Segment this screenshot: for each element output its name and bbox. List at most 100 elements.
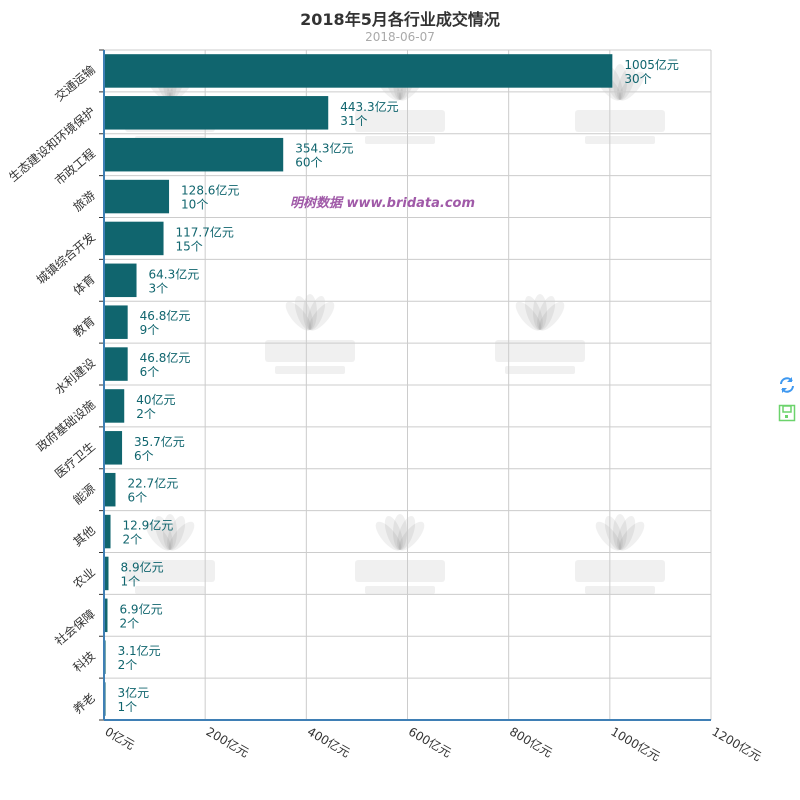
x-tick-label: 1000亿元	[608, 724, 663, 764]
watermark-bar	[355, 110, 445, 132]
watermark-leaf	[294, 296, 313, 331]
watermark-leaf	[524, 296, 543, 331]
bar	[104, 431, 123, 465]
bar	[104, 305, 128, 339]
chart-title: 2018年5月各行业成交情况	[300, 10, 500, 29]
watermark-logo	[125, 514, 215, 594]
x-tick-label: 600亿元	[406, 724, 454, 760]
chart-subtitle: 2018-06-07	[365, 30, 435, 44]
watermark-overlay: 明树数据 www.bridata.com	[290, 196, 476, 211]
bar	[104, 514, 111, 549]
bar-value-label: 40亿元	[136, 392, 175, 407]
x-tick-label: 200亿元	[204, 724, 252, 760]
bar	[104, 347, 128, 381]
bar	[104, 137, 284, 172]
x-tick-label: 800亿元	[507, 724, 555, 760]
watermark-leaf	[163, 514, 177, 550]
watermark-leaf	[613, 64, 627, 100]
bar-count-label: 10个	[181, 198, 208, 212]
watermark-leaf	[154, 516, 173, 551]
watermark-leaf	[618, 71, 645, 101]
watermark-leaf	[398, 521, 425, 551]
y-category-label: 教育	[70, 313, 98, 340]
y-category-label: 养老	[70, 690, 98, 717]
watermark-sub-bar	[585, 586, 655, 594]
y-category-label: 市政工程	[52, 145, 98, 187]
watermark-leaf	[393, 514, 407, 550]
watermark-sub-bar	[585, 136, 655, 144]
bar-value-label: 443.3亿元	[340, 99, 398, 114]
y-category-label: 水利建设	[52, 356, 98, 398]
watermark-logo	[355, 514, 445, 594]
watermark-leaf	[375, 521, 402, 551]
bar-count-label: 2个	[123, 533, 143, 547]
bar-count-label: 9个	[140, 323, 160, 337]
watermark-leaf	[307, 296, 326, 331]
y-category-label: 医疗卫生	[52, 439, 98, 481]
watermark-leaf	[613, 514, 627, 550]
watermark-bar	[265, 340, 355, 362]
bar-value-label: 12.9亿元	[123, 518, 174, 533]
bar	[104, 472, 116, 507]
bar-count-label: 2个	[136, 407, 156, 421]
bar-count-label: 1个	[121, 574, 141, 588]
y-category-label: 科技	[71, 649, 98, 675]
bar	[104, 389, 125, 423]
y-category-label: 体育	[70, 271, 98, 298]
bar	[104, 96, 329, 130]
bar-value-label: 46.8亿元	[140, 350, 191, 365]
bar	[104, 54, 613, 88]
watermark-leaf	[533, 294, 547, 330]
watermark-leaf	[384, 516, 403, 551]
watermark-leaf	[285, 301, 312, 331]
bar-count-label: 60个	[295, 156, 322, 170]
bar-value-label: 22.7亿元	[127, 476, 178, 491]
bar-value-label: 64.3亿元	[149, 266, 200, 281]
bar	[104, 263, 137, 298]
x-tick-label: 1200亿元	[710, 724, 765, 764]
watermark-leaf	[515, 301, 542, 331]
bar-value-label: 1005亿元	[624, 57, 679, 72]
bar-count-label: 15个	[176, 239, 203, 253]
watermark-leaf	[618, 521, 645, 551]
watermark-leaf	[537, 296, 556, 331]
bar	[104, 221, 164, 256]
bar-count-label: 3个	[149, 281, 169, 295]
watermark-logo	[575, 514, 665, 594]
watermark-bar	[575, 110, 665, 132]
watermark-bar	[355, 560, 445, 582]
bar-value-label: 6.9亿元	[119, 601, 162, 616]
bar-value-label: 3.1亿元	[118, 643, 161, 658]
bar-value-label: 354.3亿元	[295, 141, 353, 156]
watermark-leaf	[308, 301, 335, 331]
bar-count-label: 2个	[119, 616, 139, 630]
y-category-label: 能源	[71, 481, 98, 507]
bar-value-label: 35.7亿元	[134, 434, 185, 449]
save-image-icon[interactable]	[778, 404, 796, 422]
bar-count-label: 2个	[118, 658, 138, 672]
bar-count-label: 30个	[624, 72, 651, 86]
watermark-bar	[575, 560, 665, 582]
watermark-leaf	[145, 521, 172, 551]
y-category-label: 旅游	[71, 188, 98, 214]
y-category-label: 其他	[71, 523, 98, 549]
watermark-leaf	[168, 521, 195, 551]
watermark-leaf	[617, 516, 636, 551]
watermark-logo	[265, 294, 355, 374]
x-tick-label: 0亿元	[103, 724, 138, 753]
refresh-icon[interactable]	[778, 376, 796, 394]
y-category-label: 社会保障	[52, 606, 98, 648]
bar-value-label: 8.9亿元	[121, 559, 164, 574]
bar-value-label: 3亿元	[118, 685, 150, 700]
y-category-label: 交通运输	[52, 62, 98, 104]
watermark-bar	[495, 340, 585, 362]
bar	[104, 598, 108, 633]
watermark-leaf	[538, 301, 565, 331]
bar-count-label: 6个	[134, 449, 154, 463]
x-tick-label: 400亿元	[305, 724, 353, 760]
watermark-sub-bar	[275, 366, 345, 374]
bar-value-label: 128.6亿元	[181, 183, 239, 198]
bar-value-label: 117.7亿元	[176, 224, 234, 239]
watermark-leaf	[167, 516, 186, 551]
